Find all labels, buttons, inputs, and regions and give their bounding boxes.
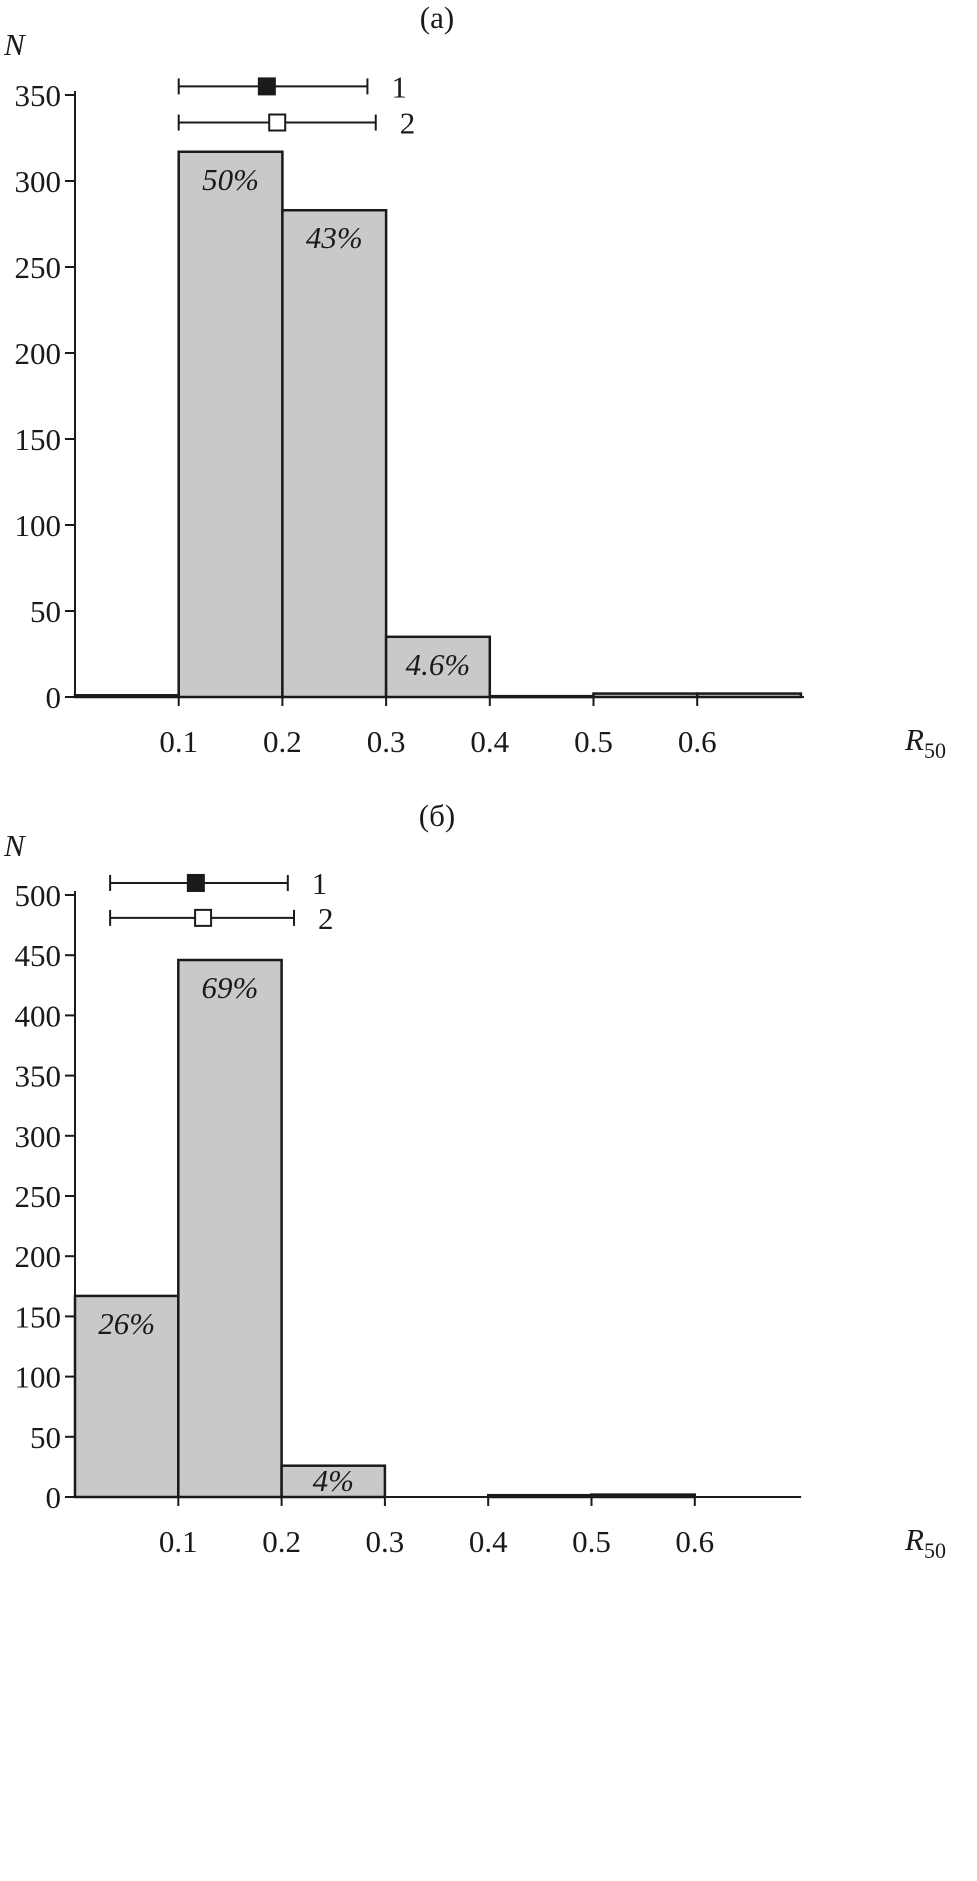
marker-legend-label: 1 — [391, 69, 407, 104]
x-axis-label-main: R — [904, 722, 924, 757]
y-tick-label: 50 — [30, 1420, 61, 1455]
x-axis-label-subscript: 50 — [924, 1538, 946, 1563]
x-tick-label: 0.2 — [263, 724, 302, 759]
x-axis-label: R50 — [904, 722, 946, 763]
error-bar-marker — [186, 873, 205, 892]
y-tick-label: 0 — [46, 680, 62, 715]
panel-label: (б) — [419, 798, 455, 833]
error-bar-marker — [257, 77, 276, 96]
x-tick-label: 0.3 — [366, 1524, 405, 1559]
panel-label: (a) — [420, 0, 454, 35]
bar-percent-label: 43% — [306, 220, 363, 255]
y-tick-label: 300 — [15, 1119, 62, 1154]
x-tick-label: 0.2 — [262, 1524, 301, 1559]
panel-b: (б)N26%69%4%0501001502002503003504004505… — [3, 798, 946, 1563]
histogram-bar — [281, 208, 388, 699]
y-tick-label: 250 — [15, 1179, 62, 1214]
error-bar-marker — [194, 908, 213, 927]
x-axis-label-subscript: 50 — [924, 738, 946, 763]
x-tick-label: 0.3 — [367, 724, 406, 759]
histogram-bar — [280, 1464, 387, 1499]
y-tick-label: 100 — [15, 508, 62, 543]
y-tick-label: 450 — [15, 938, 62, 973]
y-tick-label: 200 — [15, 1239, 62, 1274]
x-tick-label: 0.1 — [159, 1524, 198, 1559]
y-tick-label: 150 — [15, 1299, 62, 1334]
y-tick-label: 500 — [15, 878, 62, 913]
y-tick-label: 350 — [15, 1059, 62, 1094]
bar-percent-label: 50% — [202, 162, 259, 197]
y-tick-label: 200 — [15, 336, 62, 371]
x-tick-label: 0.4 — [470, 724, 509, 759]
x-tick-label: 0.1 — [159, 724, 198, 759]
error-bar-marker — [268, 113, 287, 132]
marker-legend-label: 2 — [318, 901, 334, 936]
histogram-bar — [177, 150, 284, 699]
x-tick-label: 0.6 — [678, 724, 717, 759]
y-tick-label: 300 — [15, 164, 62, 199]
y-axis-label: N — [3, 828, 27, 863]
marker-legend-label: 1 — [312, 866, 328, 901]
bar-percent-label: 69% — [202, 970, 259, 1005]
x-axis-label-main: R — [904, 1522, 924, 1557]
bar-percent-label: 4.6% — [406, 647, 471, 682]
y-tick-label: 250 — [15, 250, 62, 285]
y-tick-label: 100 — [15, 1360, 62, 1395]
y-axis-label: N — [3, 27, 27, 62]
histogram-bar — [177, 958, 283, 1499]
y-tick-label: 50 — [30, 594, 61, 629]
x-axis-label: R50 — [904, 1522, 946, 1563]
x-tick-label: 0.5 — [574, 724, 613, 759]
x-tick-label: 0.5 — [572, 1524, 611, 1559]
y-tick-label: 350 — [15, 78, 62, 113]
x-tick-label: 0.4 — [469, 1524, 508, 1559]
y-tick-label: 400 — [15, 998, 62, 1033]
bar-percent-label: 26% — [98, 1306, 155, 1341]
histogram-bar — [384, 635, 492, 699]
y-tick-label: 0 — [46, 1480, 62, 1515]
bar-percent-label: 4% — [313, 1463, 354, 1498]
x-tick-label: 0.6 — [675, 1524, 714, 1559]
y-tick-label: 150 — [15, 422, 62, 457]
marker-legend-label: 2 — [400, 106, 416, 141]
